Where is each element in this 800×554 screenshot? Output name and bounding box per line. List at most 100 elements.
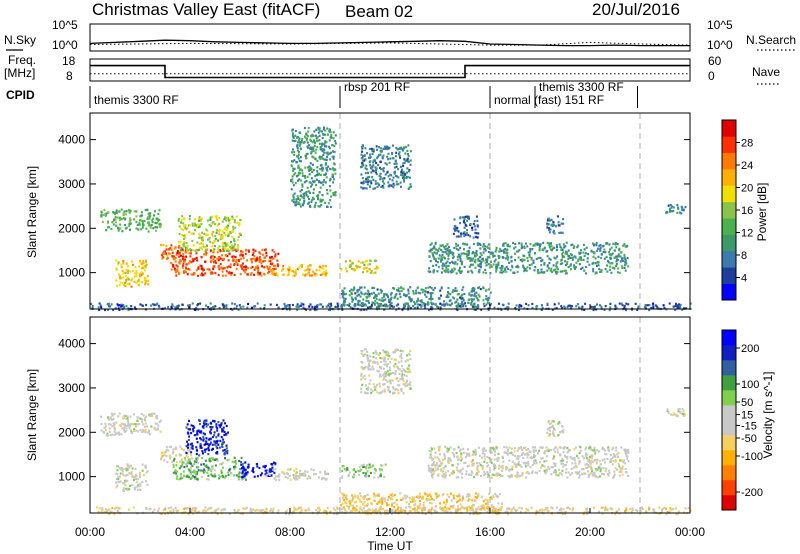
velocity-cell-3-129	[200, 475, 203, 478]
power-cell-9-394	[618, 249, 621, 252]
velocity-cell-3-85	[214, 458, 217, 461]
power-cell-9-609	[522, 266, 525, 269]
velocity-cell-4-146	[209, 437, 212, 440]
velocity-cell-0-123	[110, 434, 112, 437]
power-cell-4-160	[221, 220, 224, 223]
power-cell-14-177	[415, 292, 417, 295]
power-cell-9-435	[569, 268, 572, 271]
power-cell-2-32	[167, 248, 170, 251]
velocity-cell-9-191	[443, 454, 446, 457]
power-cell-8-144	[375, 171, 378, 174]
power-cell-3-160	[250, 266, 253, 270]
velocity-cell-4-95	[223, 430, 226, 434]
velocity-cell-4-44	[202, 432, 205, 435]
power-cell-9-178	[614, 243, 617, 246]
power-cell-0-27	[157, 212, 160, 215]
velocity-cell-3-6	[239, 475, 241, 478]
power-cell-13-381	[656, 305, 659, 308]
power-cell-6-44	[297, 157, 300, 160]
velocity-cell-9-28	[478, 462, 481, 465]
velocity-cell-6-34	[295, 474, 297, 477]
velocity-cell-9-491	[498, 464, 501, 467]
power-cell-11-12	[550, 218, 553, 221]
power-cell-13-341	[677, 303, 680, 306]
power-cell-9-633	[462, 242, 465, 245]
velocity-cell-9-362	[492, 473, 495, 476]
power-cell-3-153	[184, 249, 187, 252]
velocity-cell-1-79	[138, 471, 141, 475]
power-cell-8-232	[369, 155, 372, 159]
power-cell-3-269	[258, 251, 261, 254]
velocity-cell-8-165	[386, 365, 389, 368]
velocity-cell-4-15	[227, 431, 229, 434]
power-cell-10-50	[477, 232, 480, 235]
power-cell-5-3	[292, 271, 295, 274]
velocity-cell-3-124	[196, 457, 199, 460]
power-cell-13-135	[222, 304, 225, 307]
velocity-cell-9-119	[623, 459, 626, 462]
power-cell-9-465	[609, 256, 612, 259]
power-cell-9-126	[619, 260, 622, 263]
power-cell-9-672	[523, 245, 526, 248]
velocity-cell-9-22	[562, 465, 565, 468]
power-cell-9-104	[528, 255, 531, 258]
power-cell-3-122	[274, 255, 277, 258]
power-cell-0-91	[102, 213, 105, 217]
power-cell-9-333	[444, 269, 447, 272]
power-cell-14-43	[461, 300, 464, 303]
power-cell-9-417	[562, 251, 565, 254]
power-cell-3-207	[227, 259, 230, 262]
power-cell-9-598	[615, 264, 618, 267]
power-cell-13-203	[140, 304, 143, 307]
power-cell-9-543	[537, 257, 540, 260]
power-cell-9-618	[448, 250, 451, 253]
velocity-cell-0-44	[109, 416, 112, 419]
velocity-cell-9-239	[577, 462, 580, 465]
power-cell-13-382	[106, 303, 109, 306]
power-cell-13-34	[363, 308, 366, 311]
power-cell-6-50	[329, 199, 332, 202]
power-cell-8-68	[375, 145, 378, 148]
velocity-cell-9-92	[546, 449, 548, 452]
power-cell-0-134	[103, 213, 106, 216]
power-cell-0-22	[125, 213, 128, 216]
power-cell-1-73	[143, 279, 146, 282]
velocity-cell-3-174	[233, 461, 236, 464]
power-cell-4-189	[197, 219, 200, 222]
power-cell-13-345	[596, 303, 598, 306]
power-cell-4-165	[237, 238, 240, 242]
power-cell-3-282	[212, 267, 215, 270]
velocity-cell-9-344	[427, 468, 430, 471]
power-cell-8-90	[408, 168, 411, 172]
power-cell-13-358	[648, 304, 651, 307]
power-cell-9-520	[458, 256, 461, 259]
power-cell-10-53	[459, 216, 462, 219]
power-cell-13-300	[359, 308, 362, 312]
velocity-cell-3-118	[233, 467, 236, 470]
power-cell-8-145	[370, 171, 373, 174]
power-cell-4-84	[223, 218, 226, 221]
power-cell-13-181	[212, 305, 215, 308]
power-cell-10-30	[459, 235, 462, 238]
power-cell-7-54	[353, 269, 356, 272]
velocity-cell-3-52	[191, 474, 194, 477]
power-cell-6-196	[323, 145, 326, 148]
power-cell-0-138	[128, 222, 131, 225]
velocity-cell-4-124	[199, 437, 202, 440]
power-cell-2-28	[168, 252, 170, 255]
power-cell-14-17	[378, 298, 381, 301]
power-cell-6-369	[312, 196, 314, 199]
power-cell-14-318	[463, 292, 466, 296]
power-cell-6-1	[334, 194, 337, 197]
velocity-cell-9-519	[478, 454, 481, 457]
power-cell-4-116	[214, 237, 217, 240]
velocity-cell-6-7	[288, 475, 291, 478]
velocity-cell-9-451	[587, 470, 589, 473]
velocity-cell-8-230	[388, 379, 391, 382]
power-colorbar-tick-label-2: 12	[741, 228, 753, 240]
power-cell-9-321	[561, 270, 564, 273]
power-cell-5-8	[271, 270, 274, 273]
power-cell-13-114	[541, 304, 543, 307]
power-cell-0-8	[116, 216, 119, 219]
velocity-cell-0-63	[113, 433, 116, 436]
